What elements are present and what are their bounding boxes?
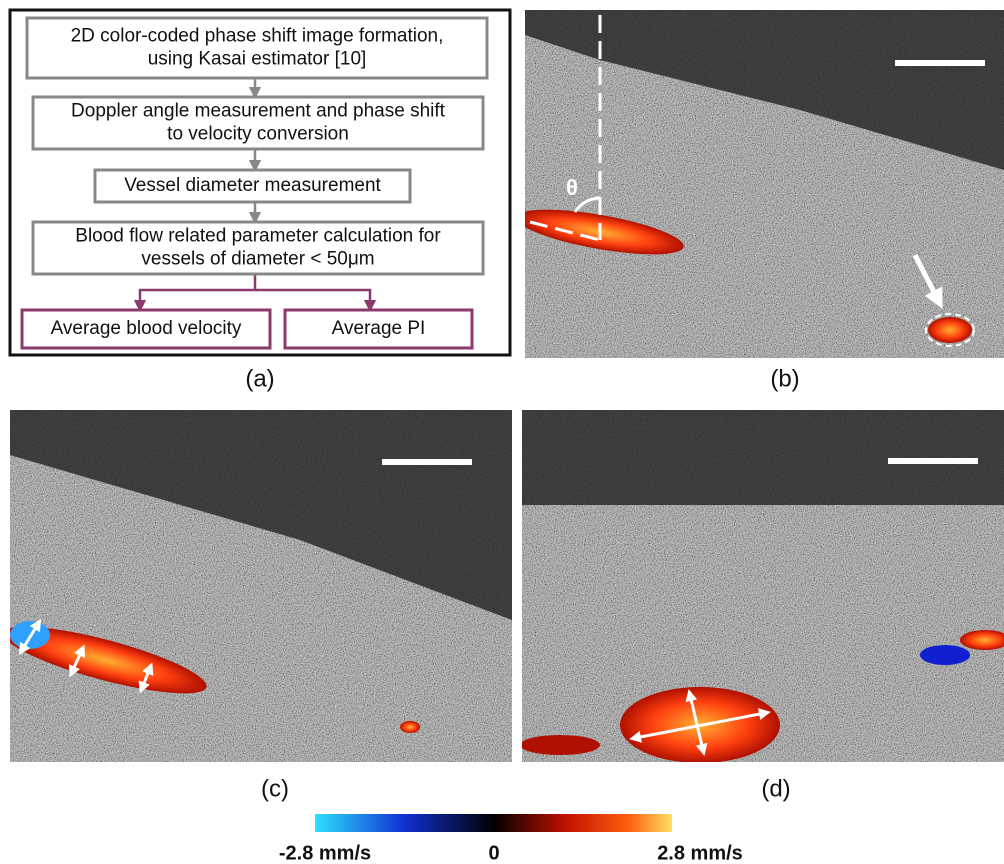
node-text: using Kasai estimator [10] <box>148 49 367 70</box>
colorbar-label: 0 <box>488 842 499 864</box>
page: 2D color-coded phase shift image formati… <box>0 0 1004 864</box>
colorbar <box>315 814 672 832</box>
panel-b-image: θ <box>513 10 1004 358</box>
node-text: Doppler angle measurement and phase shif… <box>71 101 446 122</box>
panel-label: (b) <box>770 365 799 392</box>
panel-label: (c) <box>261 775 289 802</box>
colorbar-label: -2.8 mm/s <box>279 842 371 864</box>
panel-label: (d) <box>761 775 790 802</box>
node-text: vessels of diameter < 50μm <box>141 249 374 270</box>
node-text: Average blood velocity <box>51 318 242 339</box>
node-text: 2D color-coded phase shift image formati… <box>71 26 444 47</box>
node-text: Average PI <box>332 318 426 339</box>
node-text: Vessel diameter measurement <box>124 175 381 196</box>
node-text: Blood flow related parameter calculation… <box>75 226 441 247</box>
panel-label: (a) <box>245 365 274 392</box>
panel-d-image <box>520 410 1004 763</box>
figure: 2D color-coded phase shift image formati… <box>0 0 1004 864</box>
colorbar-label: 2.8 mm/s <box>657 842 743 864</box>
node-text: to velocity conversion <box>167 124 349 145</box>
panel-c-image <box>0 410 512 762</box>
angle-label: θ <box>566 175 578 200</box>
